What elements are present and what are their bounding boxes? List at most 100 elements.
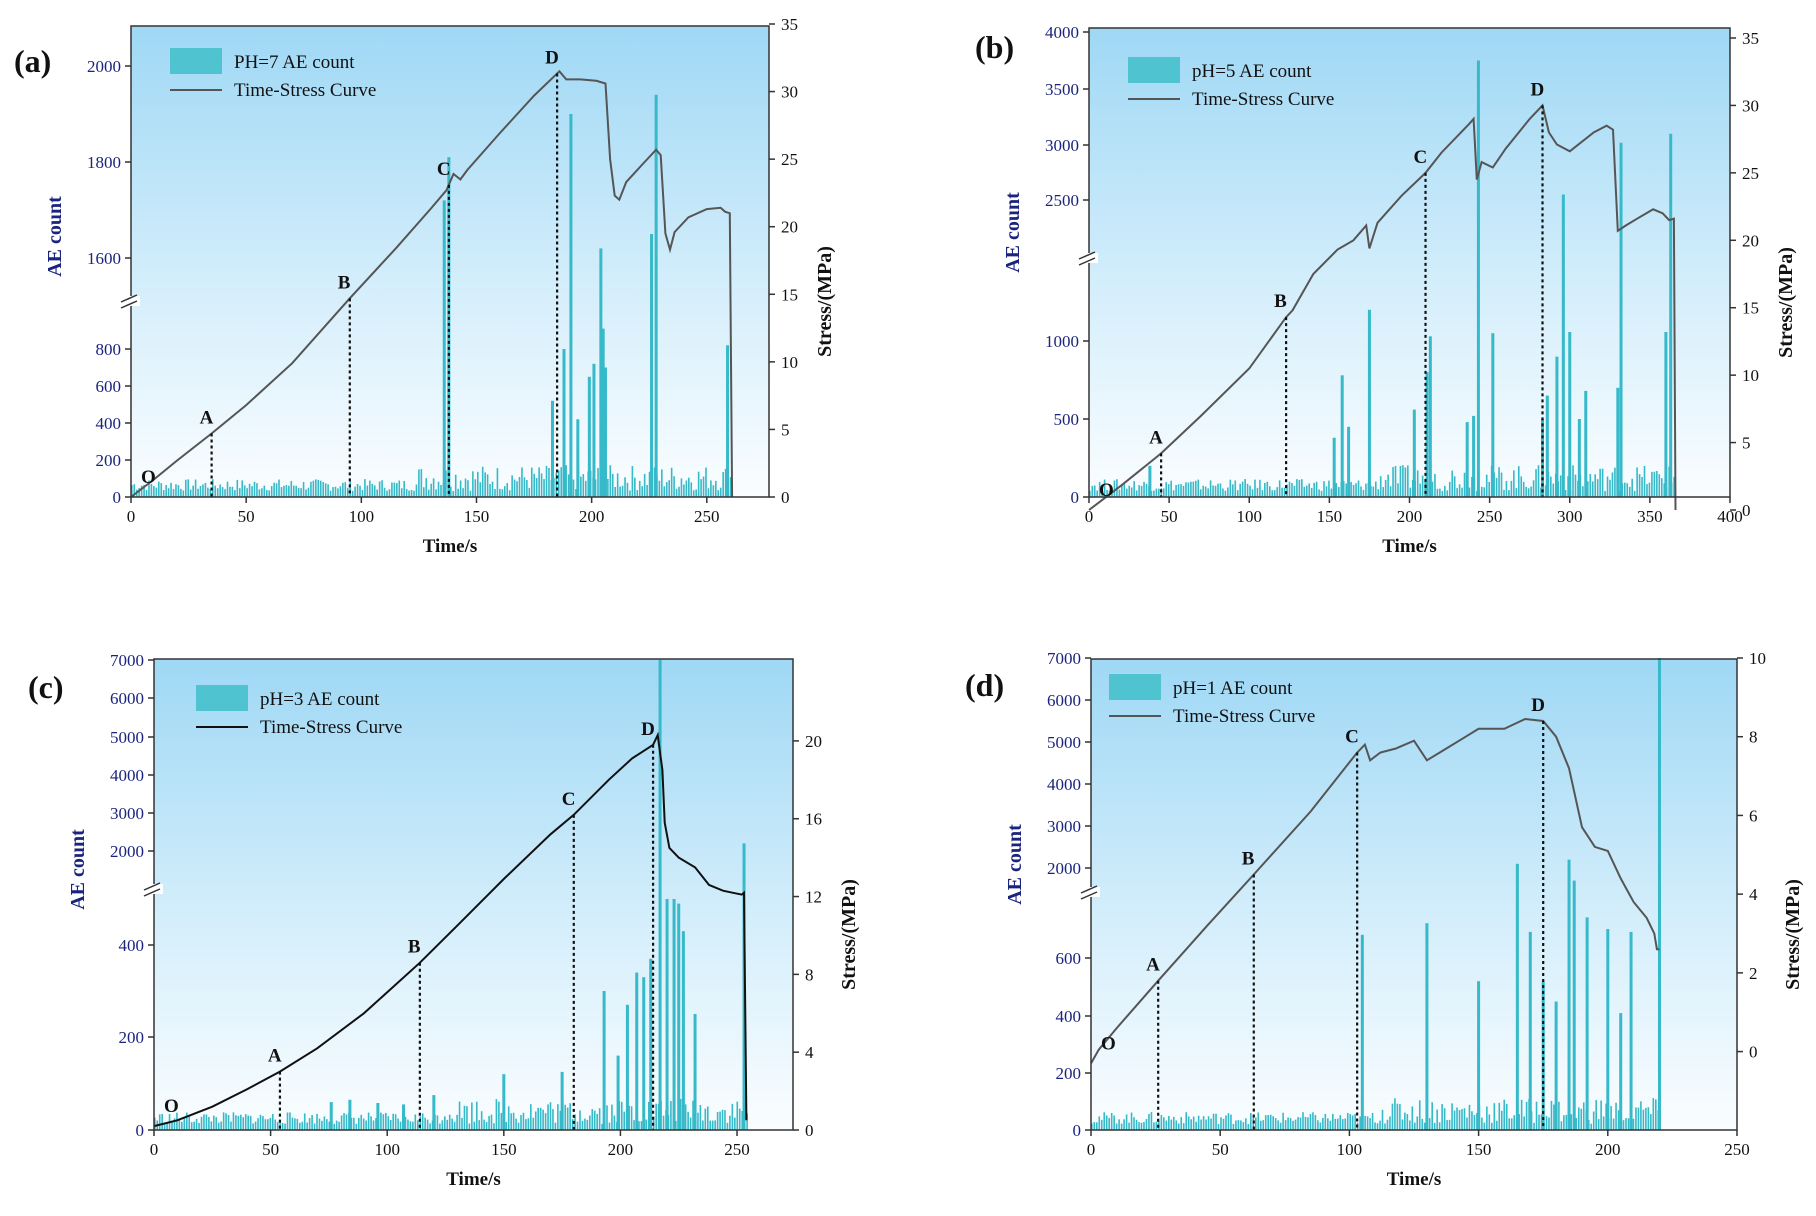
ae-noise-bar: [1453, 476, 1456, 497]
ae-noise-bar: [1103, 479, 1106, 497]
ae-noise-bar: [251, 486, 253, 497]
ae-count-bar: [562, 349, 566, 497]
ae-noise-bar: [1448, 1119, 1451, 1130]
plot-background: [1089, 28, 1730, 497]
ae-noise-bar: [440, 485, 442, 497]
ae-noise-bar: [1180, 484, 1182, 497]
ae-noise-bar: [1525, 486, 1527, 497]
ae-noise-bar: [302, 482, 305, 497]
ae-noise-bar: [584, 1118, 586, 1130]
ae-count-bar: [603, 367, 607, 497]
ae-noise-bar: [205, 1114, 208, 1130]
ae-noise-bar: [1225, 1115, 1227, 1130]
ae-noise-bar: [1558, 1101, 1560, 1130]
ae-noise-bar: [1150, 1112, 1153, 1130]
ae-noise-bar: [574, 1114, 576, 1130]
panel-label: (d): [965, 667, 1004, 703]
ae-noise-bar: [1612, 1118, 1615, 1130]
ae-noise-bar: [220, 1121, 222, 1130]
ae-noise-bar: [1177, 484, 1180, 497]
ae-noise-bar: [413, 490, 415, 497]
ae-noise-bar: [1625, 1118, 1627, 1130]
y-right-tick-label: 35: [1742, 29, 1759, 48]
ae-noise-bar: [572, 479, 575, 497]
ae-noise-bar: [1135, 1119, 1138, 1130]
ae-noise-bar: [645, 1119, 648, 1130]
ae-noise-bar: [1224, 490, 1227, 497]
ae-noise-bar: [1439, 488, 1441, 497]
ae-count-bar: [1584, 390, 1588, 497]
ae-noise-bar: [515, 1118, 517, 1130]
ae-noise-bar: [724, 468, 727, 497]
ae-noise-bar: [1123, 1119, 1125, 1130]
ae-noise-bar: [1202, 1116, 1205, 1130]
ae-noise-bar: [518, 476, 521, 497]
ae-noise-bar: [1409, 1120, 1411, 1130]
ae-noise-bar: [276, 1122, 279, 1130]
ae-noise-bar: [1520, 1099, 1523, 1130]
ae-count-bar: [1465, 422, 1469, 497]
ae-noise-bar: [1264, 1115, 1267, 1130]
y-left-tick-label: 400: [1056, 1007, 1082, 1026]
x-tick-label: 400: [1717, 507, 1743, 526]
ae-noise-bar: [338, 1121, 340, 1130]
ae-noise-bar: [407, 1119, 409, 1130]
ae-noise-bar: [695, 489, 697, 497]
ae-noise-bar: [1656, 470, 1658, 497]
ae-noise-bar: [1202, 485, 1205, 497]
ae-noise-bar: [706, 1106, 709, 1130]
ae-noise-bar: [1365, 483, 1367, 497]
ae-noise-bar: [1587, 481, 1589, 497]
ae-noise-bar: [271, 1113, 274, 1130]
ae-noise-bar: [1660, 478, 1663, 497]
ae-noise-bar: [684, 1104, 687, 1130]
legend: pH=3 AE count Time-Stress Curve: [196, 685, 402, 738]
ae-noise-bar: [453, 1121, 456, 1130]
ae-noise-bar: [1418, 1100, 1421, 1130]
ae-noise-bar: [1652, 1098, 1655, 1130]
ae-noise-bar: [1329, 1120, 1332, 1130]
ae-noise-bar: [729, 1115, 731, 1130]
ae-noise-bar: [598, 1108, 601, 1130]
axis-break-mark: [143, 882, 161, 891]
ae-noise-bar: [629, 490, 631, 497]
ae-count-bar: [649, 958, 653, 1130]
ae-noise-bar: [221, 487, 224, 497]
ae-noise-bar: [1098, 482, 1101, 497]
ae-noise-bar: [278, 479, 280, 497]
ae-noise-bar: [1431, 1102, 1433, 1130]
ae-noise-bar: [372, 1120, 375, 1130]
ae-noise-bar: [1287, 1117, 1289, 1130]
axis-break-mark: [1080, 891, 1098, 900]
ae-noise-bar: [1560, 1121, 1563, 1130]
ae-noise-bar: [542, 1109, 544, 1130]
ae-noise-bar: [485, 1122, 488, 1130]
ae-noise-bar: [640, 1121, 643, 1130]
ae-noise-bar: [1463, 472, 1466, 497]
ae-noise-bar: [484, 472, 486, 497]
ae-noise-bar: [1663, 483, 1666, 497]
ae-noise-bar: [222, 1112, 225, 1130]
ae-noise-bar: [412, 1121, 414, 1130]
ae-noise-bar: [1108, 1117, 1110, 1130]
stress-curve-line: [130, 69, 734, 498]
plot-background: [1091, 659, 1737, 1130]
ae-noise-bar: [188, 1115, 191, 1130]
axis-break-mark: [143, 888, 161, 897]
ae-count-bar: [1585, 917, 1589, 1130]
ae-count-bar: [599, 248, 603, 497]
x-tick-label: 0: [127, 507, 136, 526]
ae-noise-bar: [1319, 1122, 1322, 1130]
ae-noise-bar: [297, 487, 300, 497]
ae-noise-bar: [295, 485, 298, 497]
ae-noise-bar: [322, 482, 324, 497]
ae-noise-bar: [1628, 486, 1631, 497]
panel-label: (a): [14, 43, 51, 79]
x-tick-label: 50: [238, 507, 255, 526]
ae-noise-bar: [1212, 1113, 1215, 1130]
ae-count-bar: [1568, 332, 1572, 497]
y-left-tick-label: 5000: [110, 728, 144, 747]
ae-noise-bar: [1234, 480, 1237, 497]
ae-noise-bar: [306, 1122, 308, 1130]
ae-noise-bar: [663, 486, 666, 497]
